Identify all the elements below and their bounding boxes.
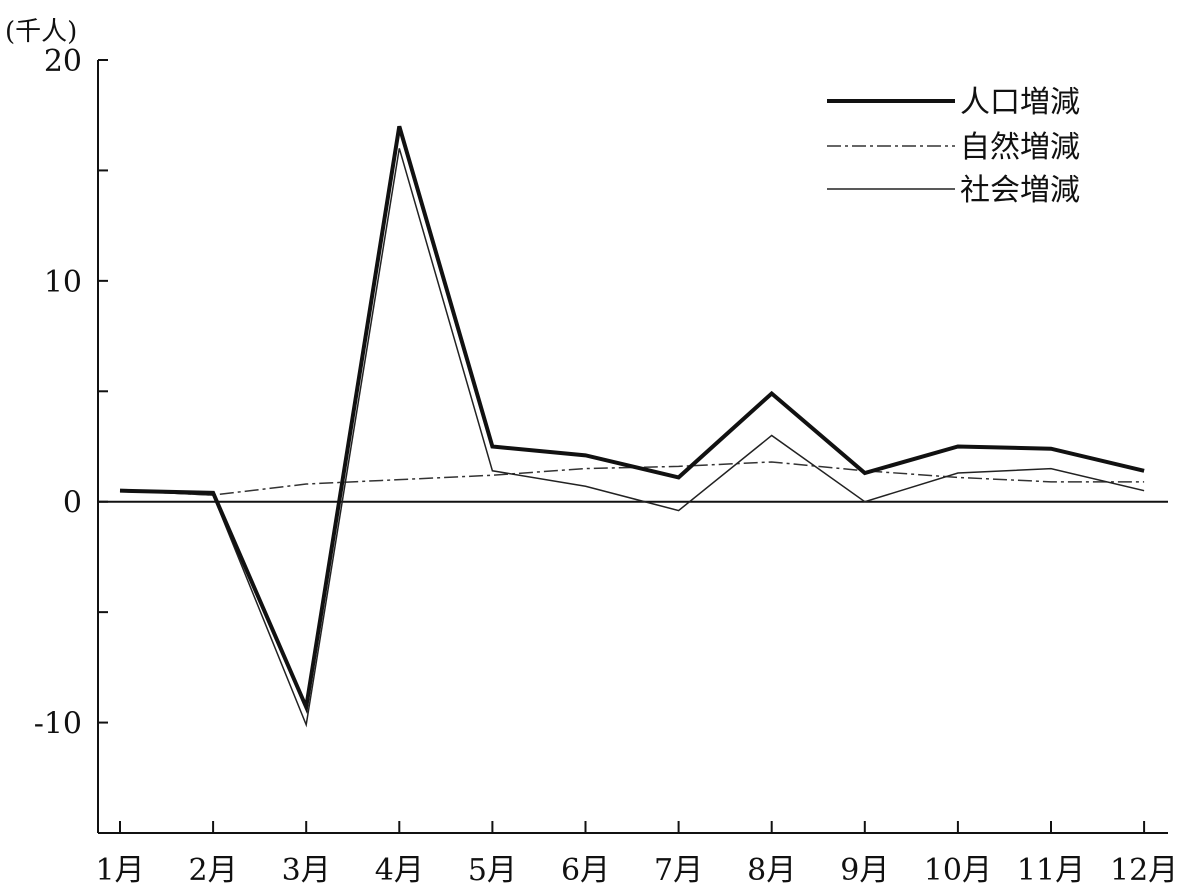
axes: 20 10 0 -10 1月 2月 3月 4月 5月 6月 7月 8月 9月 10月 11月 12月 — [34, 44, 1179, 888]
legend-label: 人口増減 — [960, 85, 1080, 120]
x-tick-label: 10月 — [924, 853, 992, 888]
y-tick-label: -10 — [34, 707, 82, 742]
series-layer — [119, 125, 1145, 728]
series-2 — [119, 148, 1145, 728]
legend-label: 自然増減 — [960, 130, 1080, 165]
x-tick-label: 5月 — [468, 853, 517, 888]
y-tick-label: 0 — [63, 486, 82, 521]
x-tick-label: 8月 — [747, 853, 796, 888]
series-0 — [119, 125, 1145, 715]
x-tick-label: 1月 — [95, 853, 144, 888]
x-tick-label: 2月 — [189, 853, 238, 888]
x-tick-label: 9月 — [840, 853, 889, 888]
x-tick-label: 3月 — [282, 853, 331, 888]
series-line-0 — [119, 125, 1145, 715]
y-unit-label: (千人) — [5, 17, 77, 47]
x-tick-label: 11月 — [1017, 853, 1085, 888]
x-tick-label: 12月 — [1110, 853, 1178, 888]
x-tick-label: 4月 — [375, 853, 424, 888]
y-tick-label: 20 — [44, 44, 82, 79]
x-tick-label: 7月 — [654, 853, 703, 888]
y-tick-label: 10 — [44, 265, 82, 300]
legend-label: 社会増減 — [960, 173, 1080, 208]
series-line-2 — [119, 148, 1145, 728]
x-tick-label: 6月 — [561, 853, 610, 888]
